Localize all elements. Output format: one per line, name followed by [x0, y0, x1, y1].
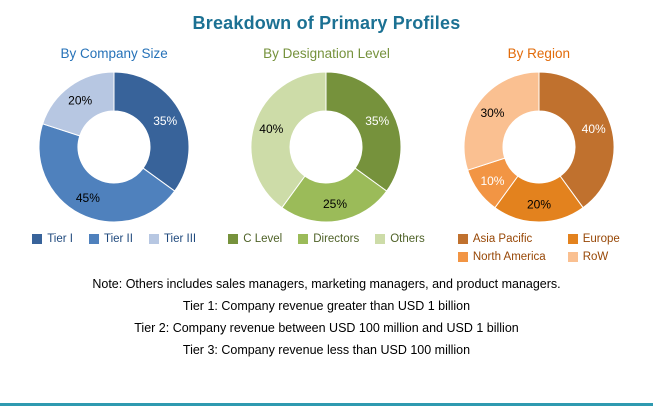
donut-slice-c-level [325, 71, 402, 192]
note-line-tier3: Tier 3: Company revenue less than USD 10… [182, 343, 471, 357]
chart-by-region: By Region 40% 20% 10% 30% Asia Pacific Europ… [433, 40, 645, 263]
note-line-tier2: Tier 2: Company revenue between USD 100 … [134, 321, 519, 335]
donut-slice-tier-i [113, 71, 190, 192]
legend-item-others: Others [375, 233, 425, 245]
slice-label: 35% [153, 114, 177, 128]
slice-label: 20% [527, 198, 551, 212]
legend-item-europe: Europe [567, 233, 620, 245]
note-line-tier1: Tier 1: Company revenue greater than USD… [182, 299, 471, 313]
legend-item-tier-i: Tier I [32, 233, 73, 245]
slice-label: 30% [480, 106, 504, 120]
legend-swatch [228, 234, 239, 244]
legend-label: Europe [582, 233, 620, 245]
slice-label: 25% [323, 197, 347, 211]
donut-slice-asia-pacific [538, 71, 615, 209]
legend-swatch [375, 234, 386, 244]
notes-block: Note: Others includes sales managers, ma… [0, 273, 653, 361]
donut-slice-others [250, 71, 327, 209]
donut-slice-tier-iii [42, 71, 115, 137]
legend-label: North America [472, 251, 546, 263]
legend-item-tier-iii: Tier III [148, 233, 197, 245]
donut-chart-designation-level: 35% 25% 40% [250, 71, 402, 223]
legend-item-directors: Directors [298, 233, 359, 245]
legend-region: Asia Pacific Europe North America RoW [457, 233, 620, 263]
legend-item-row: RoW [567, 251, 620, 263]
slice-label: 35% [366, 114, 390, 128]
legend-swatch [32, 234, 43, 244]
donut-slice-directors [281, 167, 388, 223]
legend-item-asia-pacific: Asia Pacific [457, 233, 546, 245]
legend-label: Tier III [163, 233, 197, 245]
legend-swatch [298, 234, 309, 244]
chart-title-designation-level: By Designation Level [263, 46, 390, 61]
legend-label: Tier II [103, 233, 133, 245]
legend-designation-level: C Level Directors Others [228, 233, 425, 245]
legend-swatch [88, 234, 99, 244]
legend-label: Asia Pacific [472, 233, 533, 245]
page-title: Breakdown of Primary Profiles [192, 13, 461, 33]
slice-label: 40% [260, 122, 284, 136]
legend-label: C Level [243, 233, 283, 245]
legend-swatch [457, 234, 468, 244]
legend-item-north-america: North America [457, 251, 546, 263]
slice-label: 10% [480, 174, 504, 188]
note-line-others: Note: Others includes sales managers, ma… [92, 277, 561, 291]
legend-swatch [457, 252, 468, 262]
legend-label: Directors [313, 233, 360, 245]
legend-swatch [567, 234, 578, 244]
slice-label: 20% [68, 93, 92, 107]
donut-slice-row [463, 71, 540, 171]
legend-label: Tier I [47, 233, 73, 245]
legend-label: Others [390, 233, 425, 245]
donut-slice-tier-ii [38, 123, 176, 223]
chart-by-company-size: By Company Size 35% 45% 20% Tier I Tier II T… [8, 40, 220, 263]
donut-chart-region: 40% 20% 10% 30% [463, 71, 615, 223]
slice-label: 45% [76, 191, 100, 205]
legend-swatch [567, 252, 578, 262]
legend-label: RoW [582, 251, 609, 263]
slice-label: 40% [581, 122, 605, 136]
chart-by-designation-level: By Designation Level 35% 25% 40% C Level Di… [220, 40, 432, 263]
donut-chart-company-size: 35% 45% 20% [38, 71, 190, 223]
legend-item-tier-ii: Tier II [88, 233, 133, 245]
chart-title-region: By Region [507, 46, 570, 61]
chart-title-company-size: By Company Size [60, 46, 168, 61]
legend-swatch [148, 234, 159, 244]
legend-company-size: Tier I Tier II Tier III [32, 233, 196, 245]
legend-item-c-level: C Level [228, 233, 282, 245]
charts-row: By Company Size 35% 45% 20% Tier I Tier II T… [0, 34, 653, 263]
